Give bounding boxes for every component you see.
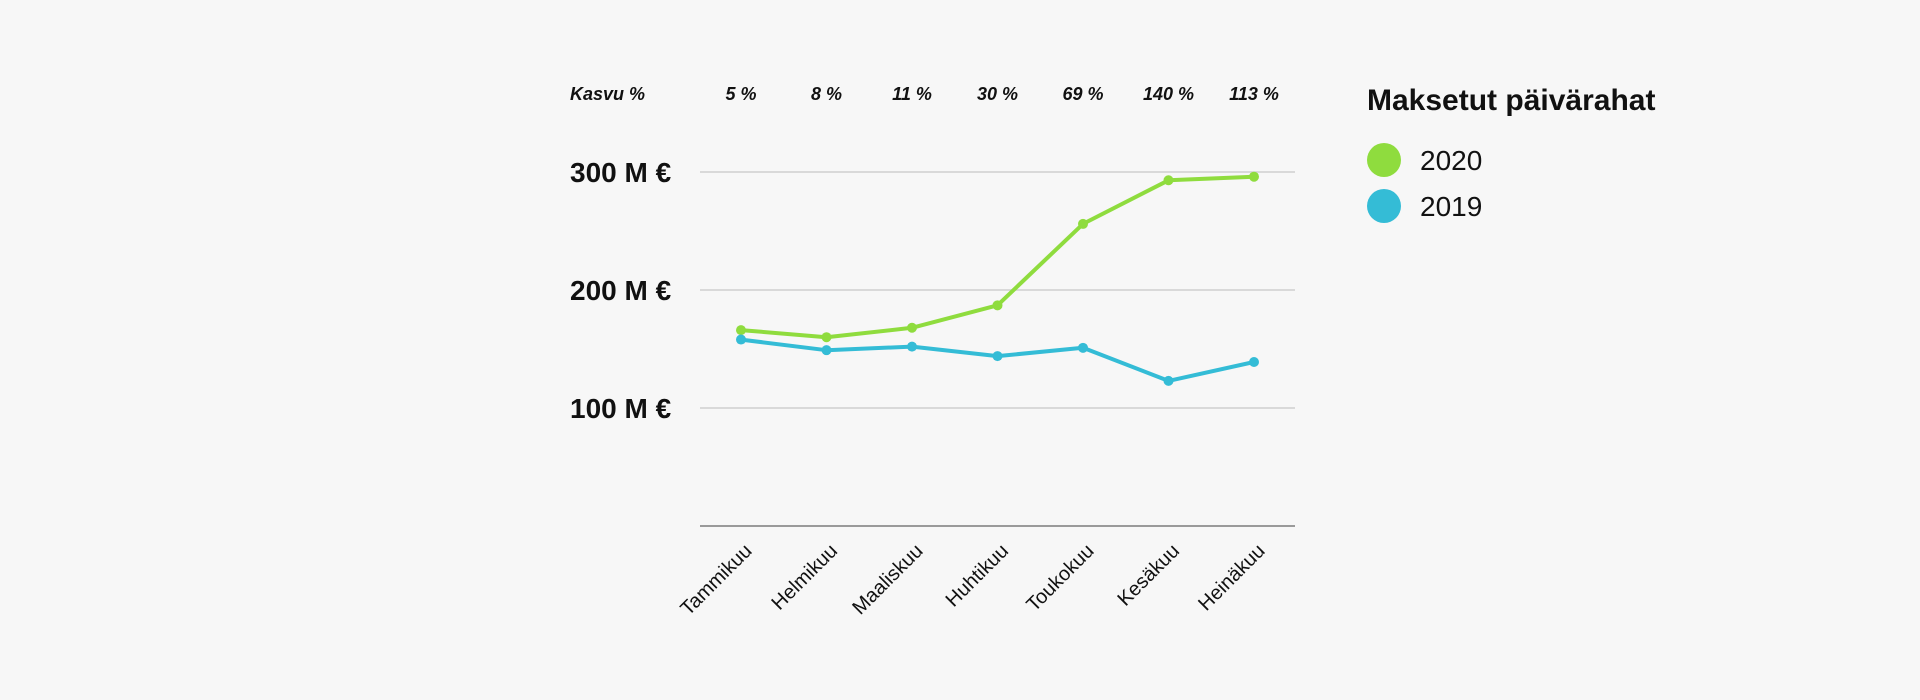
- data-point: [736, 325, 746, 336]
- legend: Maksetut päivärahat 2020 2019: [1367, 84, 1655, 223]
- data-point: [1078, 342, 1088, 353]
- series-2019: [736, 334, 1259, 386]
- legend-swatch-2019: [1367, 189, 1401, 223]
- legend-label: 2019: [1420, 191, 1482, 222]
- x-tick-label: Kesäkuu: [1113, 540, 1184, 611]
- data-point: [1078, 218, 1088, 229]
- data-point: [821, 332, 832, 343]
- data-point: [1163, 175, 1174, 186]
- y-axis-ticks: 300 M € 200 M € 100 M €: [570, 157, 672, 424]
- legend-title: Maksetut päivärahat: [1367, 84, 1655, 117]
- grid: [700, 171, 1295, 527]
- x-tick-label: Maaliskuu: [848, 540, 927, 619]
- x-tick-label: Helmikuu: [768, 540, 843, 615]
- x-tick-label: Huhtikuu: [942, 540, 1013, 611]
- x-tick-label: Heinäkuu: [1194, 540, 1269, 615]
- growth-value: 8 %: [811, 84, 842, 104]
- data-point: [992, 351, 1003, 362]
- growth-value: 113 %: [1229, 84, 1279, 104]
- growth-value: 5 %: [725, 84, 756, 104]
- y-tick-label: 100 M €: [570, 393, 672, 424]
- growth-value: 30 %: [977, 84, 1018, 104]
- growth-value: 11 %: [892, 84, 932, 104]
- growth-value: 69 %: [1062, 84, 1103, 104]
- legend-label: 2020: [1420, 145, 1482, 176]
- x-axis-ticks: Tammikuu Helmikuu Maaliskuu Huhtikuu Toukoku…: [677, 540, 1270, 620]
- growth-label: Kasvu %: [570, 84, 645, 104]
- x-tick-label: Toukokuu: [1022, 540, 1098, 616]
- series-2020: [736, 171, 1259, 343]
- data-point: [736, 334, 746, 345]
- data-point: [907, 322, 917, 333]
- legend-swatch-2020: [1367, 143, 1401, 177]
- x-tick-label: Tammikuu: [677, 540, 757, 620]
- series: [736, 171, 1259, 386]
- y-tick-label: 200 M €: [570, 275, 672, 306]
- series-line-2020: [739, 174, 1256, 340]
- data-point: [1249, 356, 1259, 367]
- data-point: [1163, 375, 1174, 386]
- legend-items: 2020 2019: [1367, 143, 1482, 223]
- y-tick-label: 300 M €: [570, 157, 672, 188]
- data-point: [992, 300, 1003, 311]
- growth-values: 5 % 8 % 11 % 30 % 69 % 140 % 113 %: [725, 84, 1278, 104]
- data-point: [821, 345, 832, 356]
- data-point: [907, 341, 917, 352]
- growth-value: 140 %: [1143, 84, 1194, 104]
- data-point: [1249, 171, 1259, 182]
